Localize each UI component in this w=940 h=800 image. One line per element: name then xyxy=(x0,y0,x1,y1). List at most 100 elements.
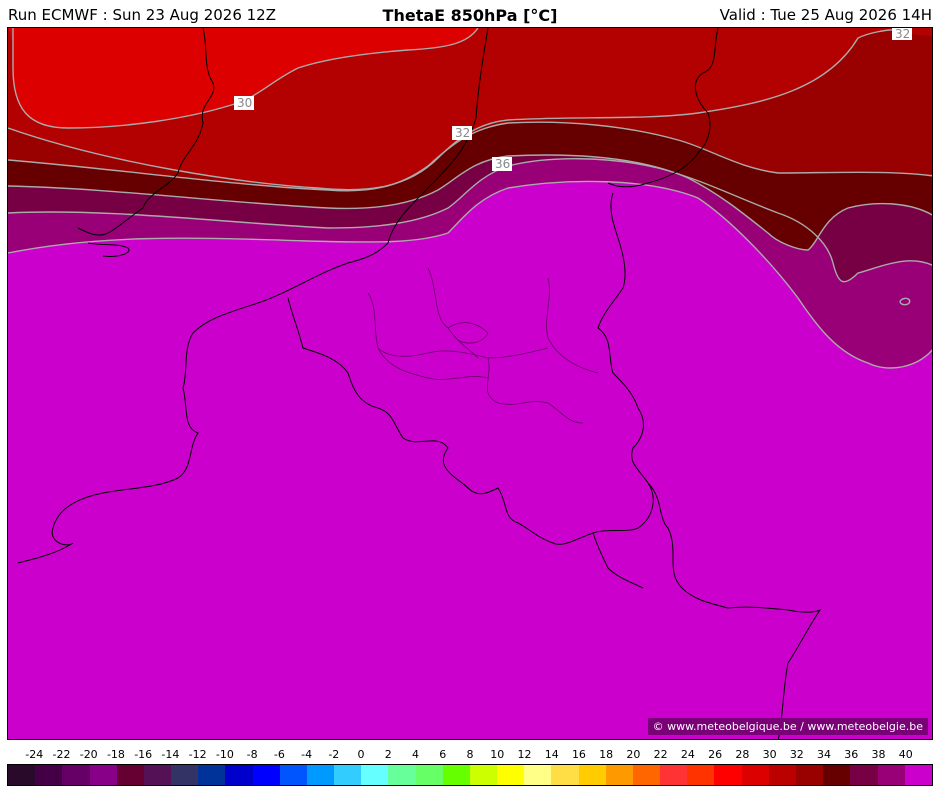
legend-swatch xyxy=(89,765,117,785)
legend-label: 18 xyxy=(599,748,614,761)
legend-label: 26 xyxy=(708,748,723,761)
contour-38-loop xyxy=(899,297,911,306)
legend-swatch xyxy=(632,765,661,785)
legend-swatch xyxy=(361,765,389,785)
legend-label: 12 xyxy=(517,748,532,761)
legend-label: 14 xyxy=(544,748,559,761)
france-east-border xyxy=(647,482,822,739)
label-32b-bg xyxy=(892,28,912,40)
legend-label: -18 xyxy=(106,748,125,761)
contour-label-36: 36 xyxy=(495,157,510,171)
legend-swatch xyxy=(8,765,36,785)
north-coast xyxy=(607,28,719,188)
legend-label: 20 xyxy=(626,748,641,761)
legend-label: -12 xyxy=(188,748,207,761)
label-32a-bg xyxy=(452,126,472,140)
legend-label: 32 xyxy=(789,748,804,761)
legend-label: 30 xyxy=(762,748,777,761)
legend-label: -16 xyxy=(134,748,153,761)
legend-swatch xyxy=(904,765,932,785)
legend-label: -14 xyxy=(161,748,180,761)
contour-30 xyxy=(12,28,479,129)
legend-label: 24 xyxy=(680,748,695,761)
legend-swatch xyxy=(605,765,633,785)
legend-swatch xyxy=(388,765,416,785)
legend-swatch xyxy=(225,765,253,785)
contour-38 xyxy=(8,180,932,369)
contour-34 xyxy=(8,154,932,251)
legend-label: 28 xyxy=(735,748,750,761)
legend-label: -24 xyxy=(25,748,44,761)
province-lines-f xyxy=(377,347,489,380)
legend-label: -20 xyxy=(79,748,98,761)
legend-swatch xyxy=(877,765,905,785)
province-lines-d xyxy=(447,322,489,344)
legend-label: -2 xyxy=(328,748,340,761)
legend-label: 0 xyxy=(357,748,365,761)
legend-label: -8 xyxy=(246,748,258,761)
contour-32a xyxy=(8,29,899,191)
credit-label: © www.meteobelgique.be / www.meteobelgie… xyxy=(647,718,928,735)
legend-label: 2 xyxy=(384,748,392,761)
legend-swatch xyxy=(741,765,769,785)
legend-label: -6 xyxy=(273,748,285,761)
map-area: 30 32 36 32 © www.meteobelgique.be / www… xyxy=(7,27,933,740)
contour-36 xyxy=(8,158,932,283)
legend-label: 38 xyxy=(871,748,886,761)
legend-label: -22 xyxy=(52,748,71,761)
legend-swatch xyxy=(660,765,688,785)
legend-swatch xyxy=(823,765,851,785)
legend-label: 40 xyxy=(898,748,913,761)
contour-label-group: 30 32 36 32 xyxy=(234,28,912,171)
legend-swatch xyxy=(171,765,199,785)
legend-label: -10 xyxy=(215,748,234,761)
contour-label-30: 30 xyxy=(237,96,252,110)
uk-south-coast xyxy=(87,242,130,257)
uk-coast xyxy=(77,28,215,236)
legend-label: 4 xyxy=(412,748,420,761)
color-legend-bar xyxy=(7,764,933,786)
lux-border xyxy=(592,532,644,589)
legend-label: 36 xyxy=(844,748,859,761)
legend-swatch xyxy=(714,765,742,785)
legend-swatch xyxy=(469,765,498,785)
legend-swatch xyxy=(687,765,715,785)
legend-swatch xyxy=(415,765,443,785)
legend-label: -4 xyxy=(301,748,313,761)
legend-swatch xyxy=(116,765,144,785)
contour-label-32b: 32 xyxy=(895,28,910,41)
run-info: Run ECMWF : Sun 23 Aug 2026 12Z xyxy=(8,6,276,24)
thetae-map: 30 32 36 32 xyxy=(8,28,932,739)
province-lines-b xyxy=(427,267,479,359)
legend-label: 22 xyxy=(653,748,668,761)
legend-swatch xyxy=(578,765,606,785)
legend-swatch xyxy=(334,765,362,785)
legend-swatch xyxy=(768,765,796,785)
legend-swatch xyxy=(252,765,280,785)
legend-swatch xyxy=(62,765,90,785)
internal-borders xyxy=(367,267,599,424)
province-lines-c xyxy=(546,277,599,374)
map-title: ThetaE 850hPa [°C] xyxy=(382,6,558,25)
legend-swatch xyxy=(143,765,172,785)
label-30-bg xyxy=(234,96,254,110)
continent-coast xyxy=(17,28,489,564)
contour-label-32a: 32 xyxy=(455,126,470,140)
legend-swatch xyxy=(551,765,579,785)
legend-swatch xyxy=(442,765,470,785)
contour-lines xyxy=(8,28,932,369)
legend-label: 8 xyxy=(466,748,474,761)
province-lines-a xyxy=(367,292,549,359)
band-28-30 xyxy=(8,28,478,128)
belgium-border xyxy=(287,192,654,545)
valid-time: Valid : Tue 25 Aug 2026 14H xyxy=(719,6,932,24)
legend-swatch xyxy=(198,765,226,785)
label-36-bg xyxy=(492,157,512,171)
legend-swatch xyxy=(306,765,335,785)
legend-label: 10 xyxy=(490,748,505,761)
legend-swatch xyxy=(497,765,525,785)
legend-label: 16 xyxy=(571,748,586,761)
contour-32b xyxy=(8,121,932,192)
province-lines-e xyxy=(486,357,584,424)
legend-swatch xyxy=(850,765,878,785)
